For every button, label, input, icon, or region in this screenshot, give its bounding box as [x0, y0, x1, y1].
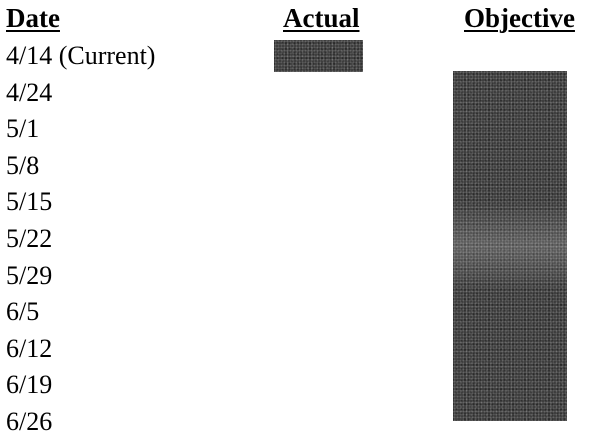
objective-column-header: Objective: [464, 3, 575, 33]
date-row-5-8: 5/8: [6, 150, 40, 180]
objective-bar: [453, 71, 567, 421]
date-row-6-26: 6/26: [6, 406, 53, 436]
date-row-5-1: 5/1: [6, 114, 40, 144]
date-row-5-15: 5/15: [6, 187, 53, 217]
date-row-6-12: 6/12: [6, 333, 53, 363]
date-column-header: Date: [6, 3, 60, 33]
actual-column-header: Actual: [283, 3, 360, 33]
actual-bar: [274, 40, 363, 72]
date-list: 4/14 (Current) 4/24 5/1 5/8 5/15 5/22 5/…: [6, 38, 155, 441]
date-row-4-14: 4/14 (Current): [6, 41, 156, 70]
date-row-5-29: 5/29: [6, 260, 53, 290]
date-row-4-24: 4/24: [6, 77, 53, 107]
date-row-6-19: 6/19: [6, 370, 53, 400]
date-row-5-22: 5/22: [6, 223, 53, 253]
date-row-6-5: 6/5: [6, 297, 40, 327]
